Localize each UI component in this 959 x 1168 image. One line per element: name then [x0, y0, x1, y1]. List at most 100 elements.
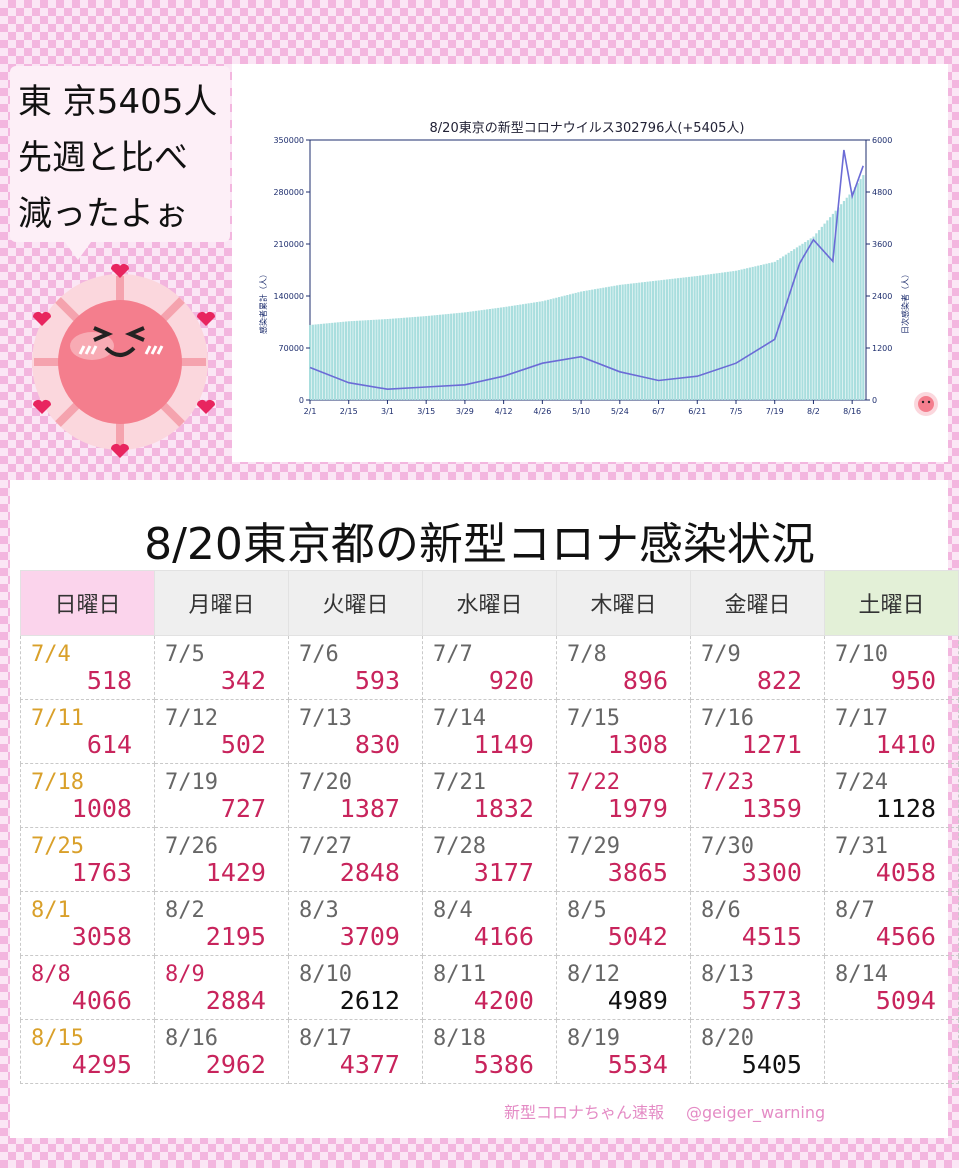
cumulative-bar — [311, 324, 314, 400]
cell-date: 7/19 — [165, 770, 218, 795]
daily-cases-line — [309, 149, 864, 391]
cumulative-bar — [671, 278, 674, 400]
cell-cases: 3709 — [339, 922, 400, 951]
cell-date: 7/16 — [701, 706, 754, 731]
day-cell: 7/30 3300 — [690, 827, 825, 892]
cumulative-bar — [414, 316, 417, 400]
cumulative-bar — [817, 230, 821, 400]
cell-date: 7/15 — [567, 706, 620, 731]
right-axis-label: 日次感染者（人） — [900, 270, 910, 334]
cumulative-bar — [505, 306, 508, 400]
cell-cases: 5094 — [875, 986, 936, 1015]
cumulative-bar — [657, 280, 660, 400]
cell-date: 8/4 — [433, 898, 473, 923]
cell-cases: 896 — [622, 666, 668, 695]
cumulative-bar — [477, 310, 480, 400]
cumulative-bar — [372, 319, 375, 400]
cumulative-bar — [530, 302, 533, 400]
cell-cases: 1387 — [339, 794, 400, 823]
cumulative-bar — [632, 283, 635, 400]
cell-date: 7/5 — [165, 642, 205, 667]
header-friday: 金曜日 — [690, 570, 825, 636]
cumulative-bar — [820, 226, 823, 400]
left-tick-label: 70000 — [279, 344, 304, 353]
cumulative-bar — [425, 316, 428, 400]
cell-date: 8/10 — [299, 962, 352, 987]
cell-cases: 1359 — [741, 794, 802, 823]
day-cell: 8/11 4200 — [422, 955, 557, 1020]
cell-cases: 502 — [220, 730, 266, 759]
cumulative-bar — [610, 286, 613, 400]
cell-cases: 342 — [220, 666, 266, 695]
cell-cases: 2195 — [205, 922, 266, 951]
cell-cases: 822 — [756, 666, 802, 695]
cumulative-bar — [654, 280, 657, 400]
small-virus-icon — [914, 392, 938, 416]
cumulative-bar — [486, 309, 489, 400]
cumulative-bar — [574, 292, 577, 400]
cell-date: 8/9 — [165, 962, 205, 987]
day-cell: 8/20 5405 — [690, 1019, 825, 1084]
left-tick-label: 210000 — [273, 240, 304, 249]
cumulative-bar — [685, 277, 688, 400]
day-cell: 8/9 2884 — [154, 955, 289, 1020]
day-cell: 7/10 950 — [824, 635, 959, 700]
cumulative-bar — [693, 276, 696, 400]
cumulative-bar — [474, 310, 478, 400]
daily-cases-table: 日曜日 月曜日 火曜日 水曜日 木曜日 金曜日 土曜日 7/4 518 7/5 342… — [20, 570, 959, 1084]
x-tick-label: 4/26 — [533, 407, 551, 416]
cumulative-bar — [624, 284, 627, 400]
cell-cases: 4989 — [607, 986, 668, 1015]
table-row: 8/8 4066 8/9 2884 8/10 2612 8/11 4200 8/12 4989 8/… — [20, 955, 959, 1020]
header-wednesday: 水曜日 — [422, 570, 557, 636]
cell-cases: 2962 — [205, 1050, 266, 1079]
cumulative-bar — [790, 251, 793, 400]
cell-date: 8/15 — [31, 1026, 84, 1051]
cell-date: 8/14 — [835, 962, 888, 987]
cumulative-bar — [718, 272, 721, 400]
cell-cases: 1410 — [875, 730, 936, 759]
cell-date: 7/12 — [165, 706, 218, 731]
cell-date: 7/20 — [299, 770, 352, 795]
cumulative-bar — [557, 297, 561, 400]
cell-date: 7/7 — [433, 642, 473, 667]
cell-date: 8/13 — [701, 962, 754, 987]
cumulative-bar — [541, 301, 544, 400]
speech-bubble — [10, 66, 230, 242]
cumulative-bar — [743, 268, 746, 400]
day-cell: 7/8 896 — [556, 635, 691, 700]
table-title: 8/20東京都の新型コロナ感染状況 — [144, 519, 815, 570]
day-cell: 8/13 5773 — [690, 955, 825, 1020]
cumulative-bar — [721, 272, 724, 400]
cell-date: 8/18 — [433, 1026, 486, 1051]
cumulative-bar — [422, 316, 425, 400]
cumulative-bar — [842, 200, 846, 400]
cumulative-bar — [784, 254, 787, 400]
header-sunday: 日曜日 — [20, 570, 155, 636]
x-tick-label: 2/1 — [304, 407, 317, 416]
headline-line-2: 先週と比べ — [18, 138, 188, 178]
cell-cases: 2612 — [339, 986, 400, 1015]
cumulative-bar — [604, 287, 608, 400]
cumulative-bar — [433, 315, 436, 400]
cumulative-bar — [416, 316, 420, 400]
cumulative-bar — [436, 314, 439, 400]
day-cell: 8/4 4166 — [422, 891, 557, 956]
cumulative-bar — [463, 312, 467, 400]
day-cell: 7/21 1832 — [422, 763, 557, 828]
cumulative-bar — [690, 276, 693, 400]
cumulative-bar — [444, 314, 447, 400]
cumulative-bar — [320, 323, 323, 400]
cumulative-bar — [588, 290, 591, 400]
cumulative-bar — [566, 294, 569, 400]
cumulative-bar — [516, 305, 519, 400]
cumulative-bar — [521, 304, 525, 400]
cumulative-bar — [391, 318, 395, 400]
cell-cases: 4377 — [339, 1050, 400, 1079]
cell-cases: 1008 — [71, 794, 132, 823]
cell-cases: 5773 — [741, 986, 802, 1015]
cumulative-bar — [602, 287, 605, 400]
day-cell: 8/8 4066 — [20, 955, 155, 1020]
cumulative-bar — [331, 322, 334, 400]
cumulative-bar — [369, 319, 373, 400]
